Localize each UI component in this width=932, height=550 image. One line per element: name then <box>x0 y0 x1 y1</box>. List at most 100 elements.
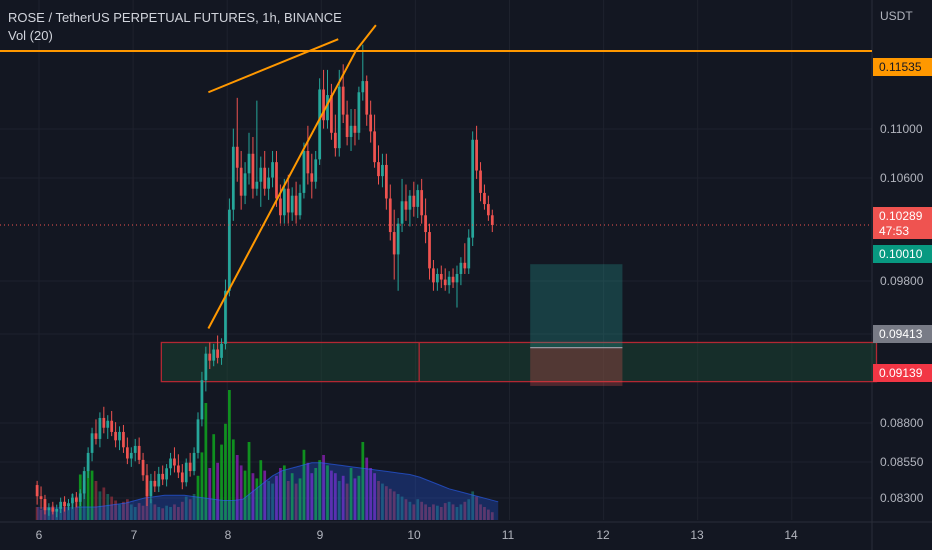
volume-bar <box>129 504 133 520</box>
date-tick: 7 <box>131 528 138 542</box>
candle-body <box>396 223 400 255</box>
candle-body <box>349 125 353 137</box>
price-tick: 0.08300 <box>880 491 924 505</box>
symbol-title[interactable]: ROSE / TetherUS PERPETUAL FUTURES, 1h, B… <box>8 10 342 25</box>
volume-indicator-title[interactable]: Vol (20) <box>8 28 53 43</box>
volume-bar <box>428 507 431 520</box>
candle-body <box>306 150 310 174</box>
candle-body <box>420 190 424 216</box>
date-tick: 10 <box>407 528 421 542</box>
candle-body <box>286 188 290 213</box>
candle-body <box>475 139 478 171</box>
volume-bar <box>373 473 376 520</box>
volume-bar <box>239 465 243 520</box>
volume-bar <box>392 491 396 520</box>
volume-bar <box>447 501 451 520</box>
candle-body <box>490 215 494 226</box>
volume-bar <box>322 455 325 520</box>
candle-body <box>114 431 117 441</box>
currency-label: USDT <box>880 9 913 23</box>
bar-countdown-label: 47:53 <box>879 224 909 238</box>
candle-body <box>322 89 325 121</box>
candle-body <box>443 279 447 286</box>
candle-body <box>310 173 314 182</box>
candle-body <box>239 167 243 196</box>
volume-bar <box>353 478 357 520</box>
candle-body <box>228 209 231 291</box>
date-tick: 9 <box>317 528 324 542</box>
volume-bar <box>404 499 408 520</box>
candle-body <box>102 417 106 428</box>
candle-body <box>298 192 302 216</box>
candle-body <box>74 497 78 502</box>
target-price-badge <box>873 245 932 263</box>
candle-body <box>404 201 408 210</box>
candle-body <box>216 349 219 358</box>
volume-bar <box>165 505 168 520</box>
volume-bar <box>180 501 184 520</box>
date-tick: 14 <box>784 528 798 542</box>
volume-bar <box>490 512 494 520</box>
candle-body <box>290 195 294 213</box>
volume-bar <box>306 462 310 520</box>
volume-bar <box>114 500 117 520</box>
candle-body <box>133 445 137 453</box>
target-price-label: 0.10010 <box>879 247 923 261</box>
candle-body <box>302 150 306 193</box>
volume-bar <box>220 444 223 520</box>
candle-body <box>235 146 239 168</box>
candle-body <box>471 139 475 238</box>
volume-bar <box>483 507 486 520</box>
volume-bar <box>326 465 329 520</box>
candle-body <box>82 471 86 494</box>
volume-bar <box>137 503 141 520</box>
candle-body <box>384 164 388 199</box>
candle-body <box>377 162 380 177</box>
candle-body <box>224 290 227 344</box>
volume-bar <box>330 470 333 520</box>
volume-bar <box>74 496 78 520</box>
volume-bar <box>161 508 165 520</box>
candle-body <box>255 181 259 189</box>
volume-bar <box>396 494 400 520</box>
loss-zone <box>530 347 623 386</box>
candle-body <box>357 92 361 133</box>
volume-bar <box>224 423 227 520</box>
candle-body <box>47 507 51 511</box>
candle-body <box>294 195 298 216</box>
resistance-price-badge <box>873 58 932 76</box>
candles <box>35 44 494 518</box>
stop-price-label: 0.09139 <box>879 366 923 380</box>
candle-body <box>243 173 247 196</box>
volume-bar <box>471 491 475 520</box>
volume-bar <box>110 496 114 520</box>
candle-body <box>259 167 263 182</box>
candle-body <box>361 81 365 93</box>
volume-bar <box>365 457 369 520</box>
price-tick: 0.09800 <box>880 274 924 288</box>
volume-bar <box>377 481 380 520</box>
volume-bar <box>177 507 180 520</box>
candle-body <box>110 420 114 432</box>
candle-body <box>447 276 451 286</box>
candle-body <box>192 452 196 472</box>
volume-bar <box>349 468 353 520</box>
volume-bar <box>333 473 337 520</box>
volume-bar <box>271 483 274 520</box>
volume-bar <box>208 468 212 520</box>
candle-body <box>459 262 463 274</box>
candle-body <box>177 465 180 473</box>
candle-body <box>388 198 392 233</box>
volume-bar <box>122 501 125 520</box>
candle-body <box>145 475 149 497</box>
candle-body <box>416 190 420 207</box>
entry-price-label: 0.09413 <box>879 327 923 341</box>
price-tick: 0.08800 <box>880 416 924 430</box>
candle-body <box>392 232 396 255</box>
current-price-badge <box>873 207 932 239</box>
candle-body <box>345 114 349 137</box>
volume-bar <box>381 483 384 520</box>
candle-body <box>220 343 223 358</box>
volume-bar <box>435 505 439 520</box>
